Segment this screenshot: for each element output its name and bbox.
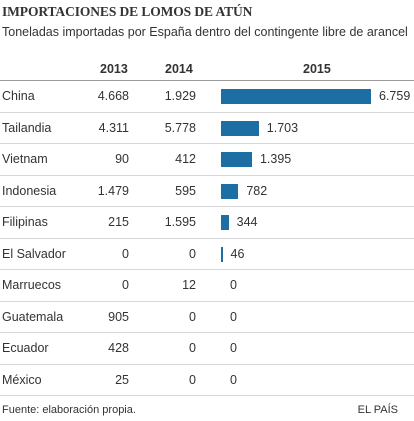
row-divider [0, 332, 414, 333]
bar-2015 [221, 152, 252, 167]
chart-subtitle: Toneladas importadas por España dentro d… [2, 25, 408, 39]
row-value-2013: 0 [122, 278, 129, 292]
row-value-2013: 4.311 [98, 120, 129, 135]
row-value-2014: 595 [175, 183, 196, 198]
bar-2015-label: 0 [230, 278, 237, 292]
row-divider [0, 300, 414, 302]
bar-2015 [221, 246, 223, 262]
row-value-2013: 1.479 [97, 183, 129, 198]
column-header-2015: 2015 [303, 62, 331, 76]
row-value-2013: 25 [115, 372, 129, 387]
column-header-2014: 2014 [165, 62, 193, 76]
row-divider [0, 269, 414, 270]
bar-2015-label: 1.703 [266, 120, 299, 135]
row-country: China [2, 89, 35, 103]
bar-2015-label: 1.395 [259, 152, 292, 166]
publisher-logo: EL PAÍS [357, 404, 398, 416]
bar-2015-label: 6.759 [379, 89, 411, 103]
row-divider [0, 363, 414, 365]
row-country: Guatemala [2, 309, 64, 324]
row-value-2014: 0 [189, 246, 196, 261]
row-country: México [2, 372, 42, 387]
row-value-2014: 5.778 [164, 120, 196, 135]
source-note: Fuente: elaboración propia. [2, 404, 136, 416]
row-value-2014: 0 [189, 309, 196, 324]
bar-2015 [221, 120, 259, 136]
bar-2015-label: 0 [230, 372, 237, 387]
bar-2015 [221, 89, 371, 104]
row-divider [0, 143, 414, 144]
row-country: Tailandia [2, 120, 52, 135]
row-value-2014: 412 [175, 152, 196, 166]
column-header-2013: 2013 [100, 62, 128, 76]
bar-2015-label: 46 [230, 246, 245, 261]
row-country: Filipinas [2, 215, 48, 229]
row-value-2014: 1.595 [164, 215, 196, 229]
chart-title: IMPORTACIONES DE LOMOS DE ATÚN [2, 4, 253, 19]
row-country: Marruecos [2, 278, 62, 292]
row-country: Indonesia [2, 183, 57, 198]
row-divider [0, 111, 414, 113]
bar-2015 [221, 215, 229, 230]
row-value-2014: 0 [189, 372, 196, 387]
row-value-2013: 0 [122, 246, 129, 261]
header-divider [0, 80, 414, 81]
row-country: El Salvador [2, 246, 66, 261]
bar-2015 [221, 183, 239, 199]
row-divider [0, 395, 414, 396]
row-country: Vietnam [2, 152, 48, 166]
row-value-2013: 905 [108, 309, 129, 324]
row-country: Ecuador [2, 341, 49, 355]
row-value-2013: 215 [108, 215, 129, 229]
row-value-2013: 428 [108, 341, 129, 355]
row-value-2014: 1.929 [164, 89, 196, 103]
bar-2015-label: 782 [246, 183, 268, 198]
row-divider [0, 174, 414, 176]
row-value-2014: 0 [189, 341, 196, 355]
row-value-2014: 12 [182, 278, 196, 292]
row-value-2013: 4.668 [97, 89, 129, 103]
bar-2015-label: 344 [236, 215, 258, 229]
row-divider [0, 206, 414, 207]
row-value-2013: 90 [115, 152, 129, 166]
bar-2015-label: 0 [230, 309, 237, 324]
row-divider [0, 237, 414, 239]
bar-2015-label: 0 [230, 341, 237, 355]
